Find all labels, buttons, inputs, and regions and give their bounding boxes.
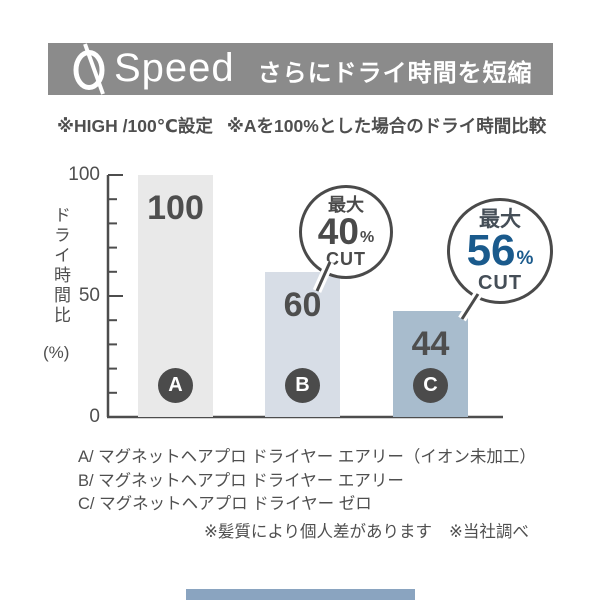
y-tick-0: 0 <box>89 406 100 427</box>
note-company-research: ※当社調べ <box>449 523 529 541</box>
bottom-section-edge <box>186 589 415 600</box>
category-badge-a: A <box>158 368 193 403</box>
logo-text: Speed <box>114 46 235 90</box>
y-axis-title: ドライ時間比 <box>51 206 70 326</box>
y-tick-100: 100 <box>68 164 100 185</box>
category-letter-a: A <box>168 374 183 396</box>
y-axis-unit: (%) <box>43 343 70 362</box>
header-tagline: さらにドライ時間を短縮 <box>257 59 533 87</box>
y-tick-50: 50 <box>78 285 100 306</box>
q-slash-logo-icon <box>73 43 105 95</box>
legend-item-c: C/ マグネットヘアプロ ドライヤー ゼロ <box>78 495 372 513</box>
badge-56-value: 56 <box>466 226 516 276</box>
badge-40-prefix: 最大 <box>328 194 364 215</box>
category-letter-b: B <box>295 374 310 396</box>
badge-56-prefix: 最大 <box>479 208 521 232</box>
category-badge-b: B <box>285 368 320 403</box>
legend-item-a: A/ マグネットヘアプロ ドライヤー エアリー（イオン未加工） <box>78 448 536 466</box>
disclaimer-note: ※髪質により個人差があります ※当社調べ <box>204 518 529 542</box>
badge-56-suffix: CUT <box>477 271 523 294</box>
category-badge-c: C <box>413 368 448 403</box>
bar-c-value: 44 <box>411 324 450 363</box>
badge-56-unit: % <box>516 247 534 269</box>
header-banner: Speed さらにドライ時間を短縮 <box>48 43 553 95</box>
category-letter-c: C <box>423 374 438 396</box>
bar-a-value: 100 <box>147 189 204 227</box>
condition-baseline: ※Aを100%とした場合のドライ時間比較 <box>226 116 547 136</box>
chart-legend: A/ マグネットヘアプロ ドライヤー エアリー（イオン未加工） B/ マグネット… <box>78 446 536 517</box>
legend-item-b: B/ マグネットヘアプロ ドライヤー エアリー <box>78 471 404 490</box>
chart-conditions-note: ※HIGH /100℃設定 ※Aを100%とした場合のドライ時間比較 <box>57 113 546 138</box>
condition-setting: ※HIGH /100℃設定 <box>57 116 213 136</box>
badge-40-unit: % <box>359 228 375 246</box>
qspeed-logo: Speed <box>72 42 235 96</box>
cut-badge-40: 最大 40 % CUT <box>299 185 393 279</box>
bar-b: 60 <box>265 271 340 417</box>
badge-40-suffix: CUT <box>326 249 366 270</box>
note-individual-difference: ※髪質により個人差があります <box>204 523 432 541</box>
cut-badge-56: 最大 56 % CUT <box>447 198 553 304</box>
badge-40-value: 40 <box>317 210 359 252</box>
